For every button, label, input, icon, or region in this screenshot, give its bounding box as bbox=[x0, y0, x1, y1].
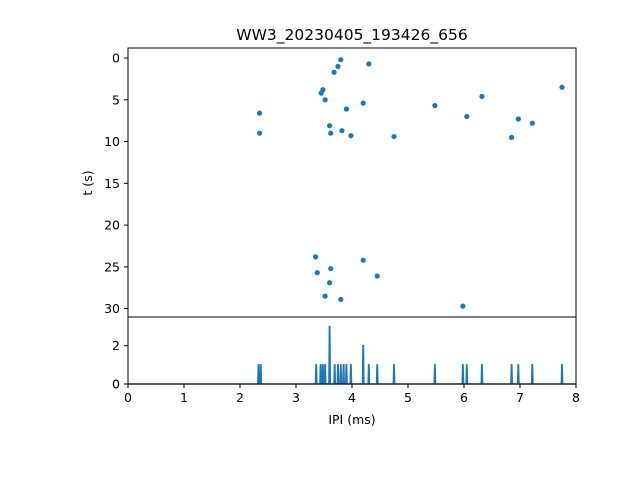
y-tick-label: 10 bbox=[104, 134, 120, 149]
scatter-point bbox=[328, 265, 334, 272]
scatter-point bbox=[338, 57, 344, 63]
x-axis-label: IPI (ms) bbox=[328, 412, 375, 427]
scatter-point bbox=[318, 90, 324, 96]
x-tick-label: 7 bbox=[516, 390, 524, 405]
scatter-point bbox=[327, 123, 333, 129]
x-tick-label: 3 bbox=[292, 390, 300, 405]
scatter-point bbox=[464, 113, 470, 120]
scatter-point bbox=[360, 100, 366, 106]
scatter-point bbox=[335, 63, 341, 69]
histogram-frame bbox=[127, 316, 577, 385]
scatter-panel: 0 5 10 15 20 25 30 t (s) bbox=[80, 47, 577, 318]
scatter-point bbox=[460, 303, 466, 309]
y-tick-label: 30 bbox=[104, 301, 120, 316]
scatter-point bbox=[515, 116, 521, 122]
scatter-points bbox=[257, 57, 565, 309]
scatter-point bbox=[509, 134, 515, 140]
scatter-point bbox=[343, 106, 349, 112]
scatter-point bbox=[374, 273, 380, 279]
scatter-point bbox=[328, 130, 334, 136]
x-axis-ticks: 0 1 2 3 4 5 6 7 8 bbox=[124, 384, 580, 405]
x-tick-label: 2 bbox=[236, 390, 244, 405]
x-tick-label: 8 bbox=[572, 390, 580, 405]
scatter-point bbox=[348, 133, 354, 139]
y-tick-label: 0 bbox=[112, 51, 120, 66]
y-tick-label: 15 bbox=[104, 176, 120, 191]
scatter-point bbox=[432, 103, 438, 109]
scatter-point bbox=[391, 133, 397, 140]
histogram-y-tick-label: 2 bbox=[112, 338, 120, 353]
histogram-y-tick-label: 0 bbox=[112, 377, 120, 392]
y-axis-ticks: 0 5 10 15 20 25 30 bbox=[104, 51, 128, 316]
scatter-point bbox=[479, 93, 485, 100]
scatter-plot-area bbox=[128, 48, 576, 317]
scatter-point bbox=[327, 280, 333, 286]
y-tick-label: 5 bbox=[112, 92, 120, 107]
scatter-point bbox=[314, 270, 320, 276]
x-tick-label: 0 bbox=[124, 390, 132, 405]
y-tick-label: 25 bbox=[104, 259, 120, 274]
x-tick-label: 4 bbox=[348, 390, 356, 405]
x-tick-label: 5 bbox=[404, 390, 412, 405]
x-tick-label: 6 bbox=[460, 390, 468, 405]
x-tick-label: 1 bbox=[180, 390, 188, 405]
scatter-point bbox=[559, 84, 565, 90]
scatter-point bbox=[322, 97, 328, 103]
ipi-histogram-line bbox=[128, 325, 576, 385]
scatter-point bbox=[313, 254, 319, 260]
scatter-point bbox=[331, 69, 337, 75]
scatter-point bbox=[360, 257, 366, 263]
scatter-point bbox=[339, 128, 345, 134]
scatter-point bbox=[322, 293, 328, 299]
scatter-point bbox=[338, 296, 344, 303]
histogram-y-ticks: 02 bbox=[112, 338, 128, 392]
scatter-point bbox=[257, 110, 263, 116]
chart-title: WW3_20230405_193426_656 bbox=[236, 26, 467, 45]
scatter-point bbox=[529, 120, 535, 126]
y-tick-label: 20 bbox=[104, 218, 120, 233]
scatter-point bbox=[366, 61, 372, 67]
y-axis-label: t (s) bbox=[80, 170, 95, 195]
scatter-point bbox=[257, 130, 263, 136]
